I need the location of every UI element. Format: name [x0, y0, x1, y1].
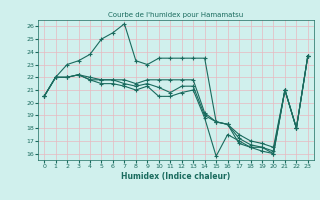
X-axis label: Humidex (Indice chaleur): Humidex (Indice chaleur)	[121, 172, 231, 181]
Title: Courbe de l'humidex pour Hamamatsu: Courbe de l'humidex pour Hamamatsu	[108, 12, 244, 18]
